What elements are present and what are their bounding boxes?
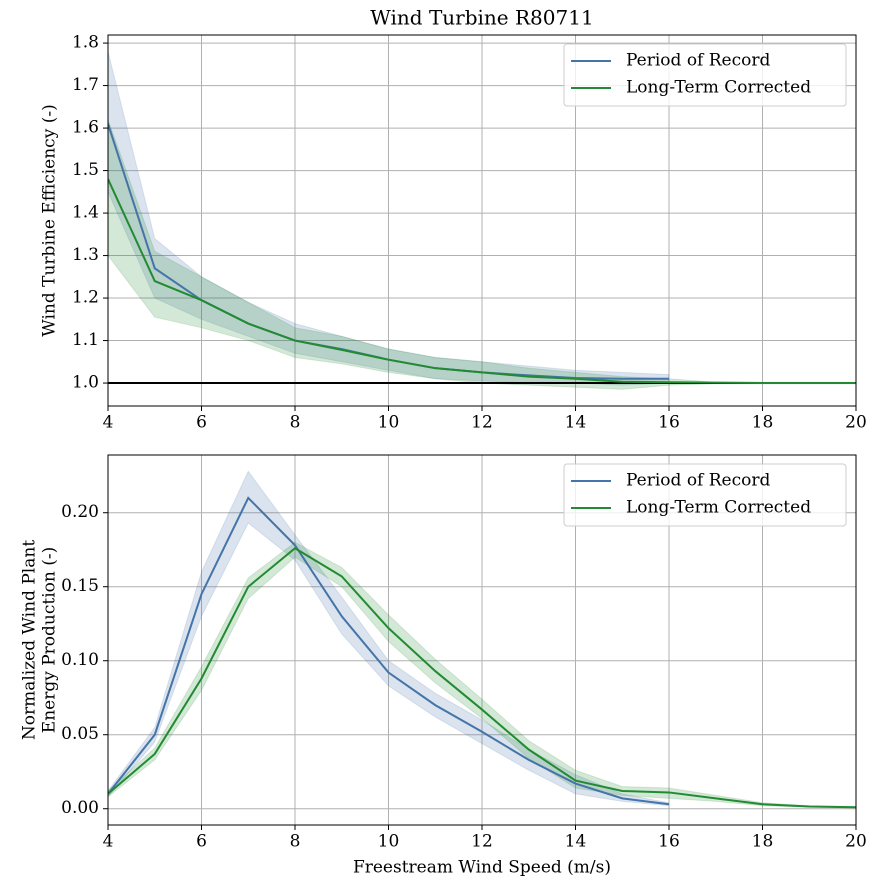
series-line <box>108 496 670 806</box>
x-tick-label: 12 <box>471 413 493 433</box>
x-tick-label: 4 <box>103 413 114 433</box>
legend-label: Long-Term Corrected <box>626 78 811 98</box>
axes-frame <box>107 34 857 407</box>
y-tick-label: 1.8 <box>72 33 99 53</box>
y-tick-label: 0.00 <box>61 798 99 818</box>
y-axis-label: Energy Production (-) <box>40 547 60 733</box>
plot <box>108 470 856 809</box>
x-tick-label: 6 <box>196 832 207 852</box>
y-tick-label: 0.10 <box>61 650 99 670</box>
legend-label: Long-Term Corrected <box>626 498 811 518</box>
y-tick-label: 1.3 <box>72 245 99 265</box>
x-tick-label: 8 <box>290 413 301 433</box>
confidence-band <box>108 541 856 809</box>
y-tick-label: 1.4 <box>72 203 99 223</box>
confidence-band <box>108 119 856 390</box>
series-line <box>108 178 856 385</box>
legend-label: Period of Record <box>626 471 770 491</box>
legend-box <box>563 43 847 107</box>
y-tick-label: 1.2 <box>72 288 99 308</box>
x-tick-label: 12 <box>471 832 493 852</box>
axes: 4 6 8 10 12 14 16 18 20 1.0 1.1 1.2 1.3 1.4 1.5 1.6 1.7 1… <box>40 6 867 433</box>
legend: Period of Record Long-Term Corrected <box>563 463 847 527</box>
y-tick-label: 1.1 <box>72 330 99 350</box>
y-tick-label: 0.05 <box>61 724 99 744</box>
y-tick-label: 0.20 <box>61 502 99 522</box>
y-axis-label: Wind Turbine Efficiency (-) <box>40 104 60 336</box>
confidence-band <box>108 470 670 807</box>
y-axis-label: Normalized Wind Plant <box>20 540 40 740</box>
x-tick-label: 4 <box>103 832 114 852</box>
x-tick-label: 20 <box>845 832 867 852</box>
y-tick-label: 0.15 <box>61 576 99 596</box>
x-tick-label: 14 <box>565 413 587 433</box>
series-line <box>108 547 856 809</box>
x-tick-label: 20 <box>845 413 867 433</box>
chart-title: Wind Turbine R80711 <box>370 6 593 30</box>
y-tick-label: 1.0 <box>72 373 99 393</box>
x-axis-label: Freestream Wind Speed (m/s) <box>353 858 611 878</box>
legend-label: Period of Record <box>626 51 770 71</box>
x-tick-label: 8 <box>290 832 301 852</box>
y-tick-label: 1.7 <box>72 75 99 95</box>
x-tick-label: 6 <box>196 413 207 433</box>
x-tick-label: 10 <box>378 832 400 852</box>
legend-box <box>563 463 847 527</box>
x-tick-label: 10 <box>378 413 400 433</box>
x-tick-label: 18 <box>752 413 774 433</box>
x-tick-label: 14 <box>565 832 587 852</box>
y-tick-label: 1.5 <box>72 160 99 180</box>
axes: 4 6 8 10 12 14 16 18 20 0.00 0.05 0.10 0.15 0.20 Frees… <box>20 454 867 878</box>
x-tick-label: 18 <box>752 832 774 852</box>
y-tick-label: 1.6 <box>72 118 99 138</box>
legend: Period of Record Long-Term Corrected <box>563 43 847 107</box>
x-tick-label: 16 <box>658 832 680 852</box>
plot <box>108 51 856 390</box>
x-tick-label: 16 <box>658 413 680 433</box>
axes-frame <box>107 454 857 826</box>
